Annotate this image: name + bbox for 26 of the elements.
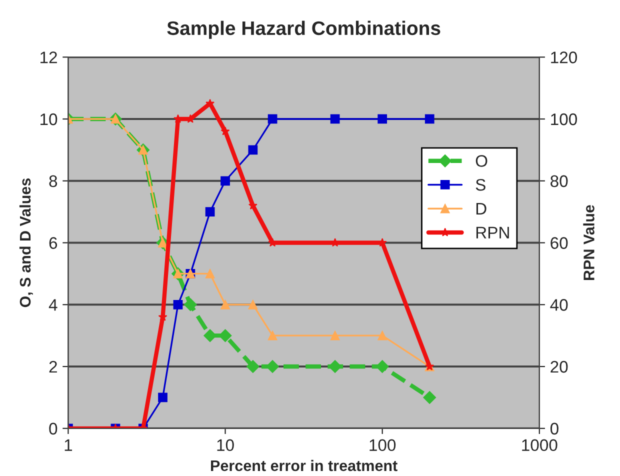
chart-title: Sample Hazard Combinations xyxy=(167,20,440,39)
y2-tick-label: 60 xyxy=(550,237,568,249)
x-axis-title: Percent error in treatment xyxy=(211,460,398,472)
x-tick-label: 100 xyxy=(370,439,396,452)
y-axis-title: O, S and D Values xyxy=(19,178,33,308)
x-tick-label: 1 xyxy=(64,439,72,451)
legend-label: O xyxy=(476,155,488,167)
y-tick-label: 12 xyxy=(40,52,57,64)
y-tick-label: 4 xyxy=(48,299,58,311)
y2-tick-label: 120 xyxy=(551,52,577,64)
y2-axis-title: RPN Value xyxy=(583,205,594,280)
legend-label: S xyxy=(476,178,486,191)
y-tick-label: 0 xyxy=(49,422,58,435)
y2-tick-label: 40 xyxy=(550,299,568,311)
x-tick-label: 10 xyxy=(217,439,234,452)
y2-tick-label: 20 xyxy=(550,360,568,373)
legend-label: D xyxy=(476,202,486,214)
y-tick-label: 2 xyxy=(49,360,57,373)
y2-tick-label: 0 xyxy=(550,422,558,435)
x-tick-label: 1000 xyxy=(522,439,558,452)
y-tick-label: 8 xyxy=(49,175,58,188)
y-tick-label: 6 xyxy=(49,237,58,249)
y-tick-label: 10 xyxy=(40,113,58,126)
legend-label: RPN xyxy=(476,226,509,238)
y2-tick-label: 80 xyxy=(550,175,568,188)
y2-tick-label: 100 xyxy=(551,113,577,126)
